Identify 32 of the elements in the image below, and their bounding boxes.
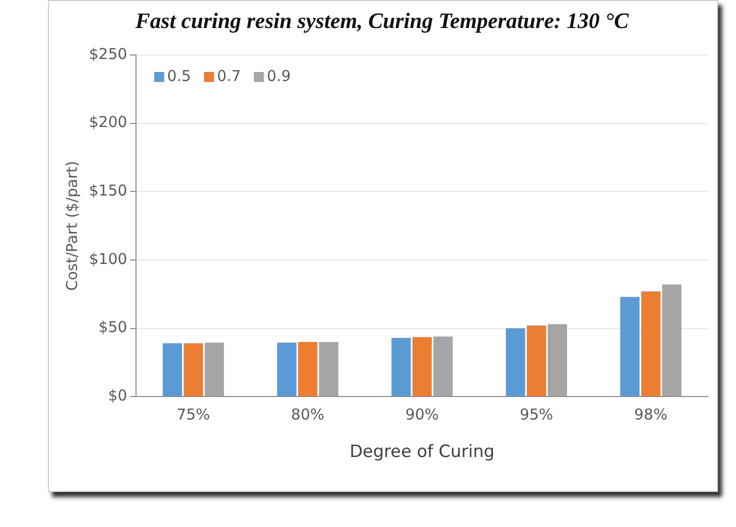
x-tick-label: 98% xyxy=(634,405,668,424)
legend-label: 0.5 xyxy=(167,66,192,85)
bar xyxy=(162,343,182,396)
y-tick-label: $100 xyxy=(88,250,128,268)
bar xyxy=(204,342,224,396)
y-tick-label: $0 xyxy=(108,386,128,404)
y-tick-label: $50 xyxy=(98,318,128,336)
bar xyxy=(526,326,546,396)
bar xyxy=(662,284,682,396)
bar xyxy=(548,324,568,396)
x-tick-label: 95% xyxy=(520,405,554,424)
bar xyxy=(298,342,318,396)
bar xyxy=(319,342,338,396)
bar xyxy=(277,342,296,396)
x-tick-label: 80% xyxy=(291,405,324,424)
bar xyxy=(391,338,411,396)
bar xyxy=(433,336,453,396)
bar xyxy=(620,296,640,396)
bar xyxy=(506,328,526,396)
x-axis-title: Degree of Curing xyxy=(350,442,495,462)
chart-title: Fast curing resin system, Curing Temperature: 130 °C xyxy=(134,8,630,34)
bar xyxy=(641,291,660,396)
y-axis-title: Cost/Part ($/part) xyxy=(62,160,81,291)
x-tick-label: 75% xyxy=(176,405,210,424)
bar xyxy=(412,337,432,396)
x-tick-label: 90% xyxy=(405,405,439,424)
legend-label: 0.7 xyxy=(217,66,241,85)
legend-label: 0.9 xyxy=(266,66,291,85)
y-tick-label: $250 xyxy=(88,44,128,63)
y-tick-label: $150 xyxy=(88,182,128,200)
bar xyxy=(184,343,203,396)
y-tick-label: $200 xyxy=(88,113,128,132)
